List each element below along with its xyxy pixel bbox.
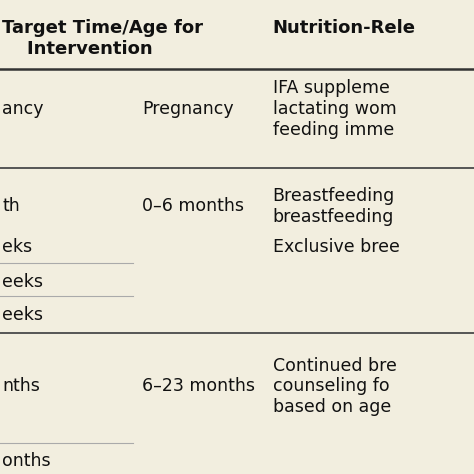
Text: IFA suppleme
lactating wom
feeding imme: IFA suppleme lactating wom feeding imme	[273, 79, 396, 139]
Text: th: th	[2, 197, 20, 215]
Text: 0–6 months: 0–6 months	[142, 197, 244, 215]
Text: eeks: eeks	[2, 273, 43, 291]
Text: Breastfeeding
breastfeeding: Breastfeeding breastfeeding	[273, 187, 395, 226]
Text: eks: eks	[2, 238, 33, 256]
Text: eeks: eeks	[2, 306, 43, 324]
Text: 6–23 months: 6–23 months	[142, 377, 255, 395]
Text: Exclusive bree: Exclusive bree	[273, 238, 400, 256]
Text: Pregnancy: Pregnancy	[142, 100, 234, 118]
Text: Continued bre
counseling fo
based on age: Continued bre counseling fo based on age	[273, 356, 396, 416]
Text: Target Time/Age for
    Intervention: Target Time/Age for Intervention	[2, 19, 203, 58]
Text: nths: nths	[2, 377, 40, 395]
Text: Nutrition-Rele: Nutrition-Rele	[273, 19, 416, 37]
Text: onths: onths	[2, 452, 51, 470]
Text: ancy: ancy	[2, 100, 44, 118]
